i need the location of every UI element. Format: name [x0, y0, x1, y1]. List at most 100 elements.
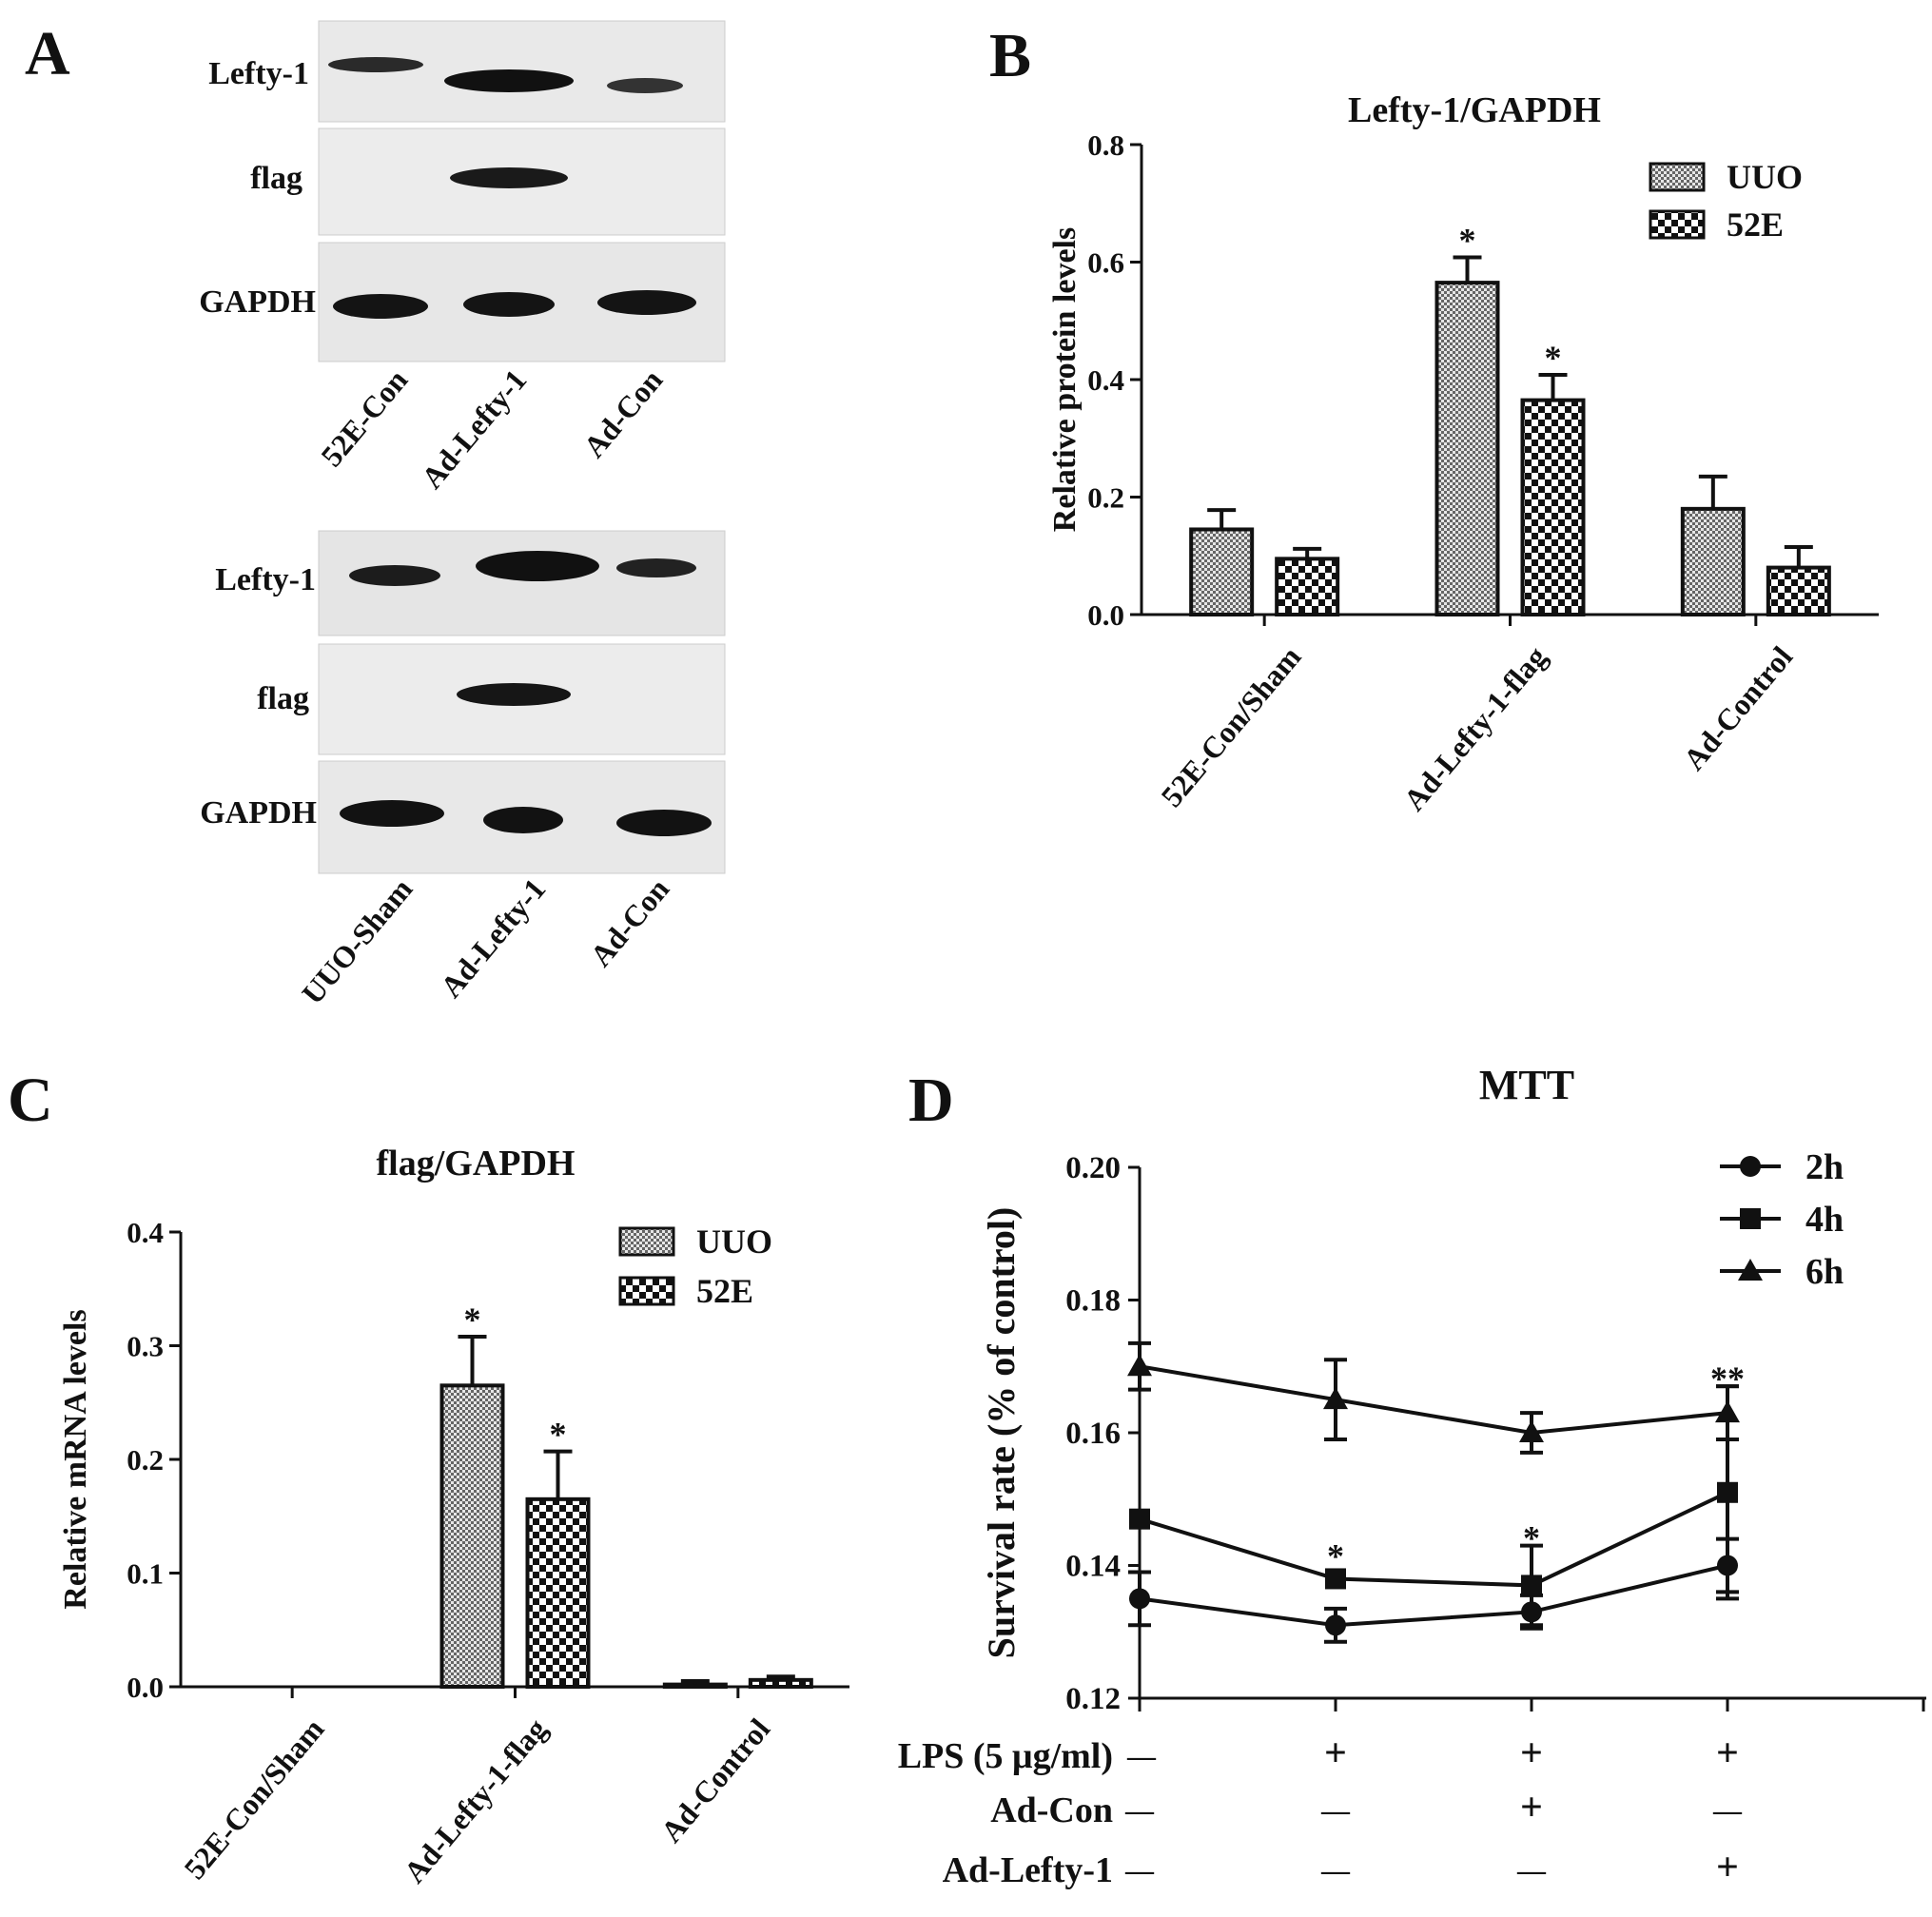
blot1-label-flag: flag: [250, 161, 302, 196]
panel-c-bar-chart: 0.0 0.1 0.2 0.3 0.4 flag/GAPDH Relative mRNA l…: [58, 1144, 849, 1889]
panel-b-bar-chart: 0.0 0.2 0.4 0.6 0.8 Lefty-1/GAPDH Relative pro…: [1047, 90, 1879, 817]
chart-b-significance-star: *: [1545, 339, 1562, 377]
chart-c-title: flag/GAPDH: [377, 1144, 576, 1183]
chart-d-y-axis-label: Survival rate (% of control): [980, 1207, 1023, 1659]
panel-d-treatment-table: LPS (5 μg/ml) — + + + Ad-Con — — + — Ad-Lefty-1 — — —…: [898, 1731, 1743, 1890]
blot1-lane-label-3: Ad-Con: [576, 362, 669, 463]
chart-c-bar: [525, 1496, 591, 1689]
chart-d-legend-label: 6h: [1805, 1252, 1844, 1292]
treatment-mark: +: [1716, 1731, 1739, 1775]
panel-letter-c: C: [8, 1066, 53, 1135]
chart-c-y-tick-label: 0.4: [127, 1216, 164, 1249]
blot1-band-flag-lane2: [450, 167, 568, 188]
blot1-band-gapdh-lane3: [597, 290, 696, 315]
blot2-lane-label-2: Ad-Lefty-1: [434, 871, 553, 1004]
chart-c-legend-label: UUO: [696, 1223, 772, 1261]
blot2-label-flag: flag: [257, 681, 309, 716]
chart-d-point-4h: [1325, 1568, 1346, 1590]
chart-c-y-tick-label: 0.0: [127, 1671, 164, 1704]
blot1-label-lefty1: Lefty-1: [208, 56, 309, 91]
blot1-label-gapdh: GAPDH: [199, 284, 316, 320]
blot2-band-gapdh-lane2: [483, 807, 563, 833]
chart-d-point-2h: [1129, 1588, 1150, 1610]
blot2-lane-label-1: UUO-Sham: [295, 871, 420, 1010]
chart-c-y-tick-label: 0.3: [127, 1330, 164, 1363]
blot2-band-flag-lane2: [457, 683, 571, 706]
chart-d-point-6h: [1127, 1354, 1152, 1377]
blot2-label-lefty1: Lefty-1: [215, 562, 316, 597]
blot1-lane-label-2: Ad-Lefty-1: [415, 362, 534, 495]
chart-d-legend-marker: [1740, 1208, 1761, 1229]
treatment-mark: +: [1520, 1731, 1543, 1775]
chart-d-y-tick-label: 0.14: [1065, 1550, 1121, 1584]
chart-b-category-label: Ad-Control: [1676, 639, 1799, 776]
blot2-lane-label-3: Ad-Con: [583, 871, 675, 972]
chart-d-point-4h: [1521, 1575, 1542, 1596]
treatment-row-label: LPS (5 μg/ml): [898, 1736, 1113, 1776]
chart-d-y-tick-label: 0.18: [1065, 1284, 1121, 1319]
chart-c-bar: [439, 1383, 505, 1689]
treatment-mark: —: [1320, 1795, 1351, 1827]
chart-b-bar: [1766, 565, 1831, 616]
chart-d-y-tick-label: 0.16: [1065, 1417, 1121, 1451]
blot2-label-gapdh: GAPDH: [200, 795, 317, 831]
treatment-row-label: Ad-Lefty-1: [943, 1850, 1113, 1890]
chart-d-series-line-2h: [1139, 1563, 1728, 1628]
chart-d-significance-star: **: [1710, 1360, 1745, 1398]
chart-b-y-tick-label: 0.6: [1087, 246, 1124, 280]
chart-c-category-label: Ad-Lefty-1-flag: [397, 1712, 554, 1889]
chart-c-y-tick-label: 0.1: [127, 1557, 164, 1591]
chart-c-legend-swatch: [618, 1226, 675, 1257]
chart-b-y-tick-label: 0.8: [1087, 128, 1124, 162]
blot2-band-lefty1-lane2: [476, 551, 599, 581]
chart-d-series-line-6h: [1139, 1364, 1728, 1436]
chart-b-bar: [1680, 506, 1746, 616]
blot2-band-lefty1-lane3: [616, 558, 696, 577]
chart-c-significance-star: *: [464, 1301, 481, 1339]
chart-b-y-tick-label: 0.4: [1087, 363, 1124, 397]
treatment-mark: —: [1126, 1741, 1157, 1772]
chart-d-point-4h: [1717, 1481, 1738, 1503]
treatment-mark: +: [1324, 1731, 1347, 1775]
chart-b-bar: [1189, 527, 1255, 617]
chart-d-significance-star: *: [1327, 1536, 1344, 1575]
blot1-band-lefty1-lane2: [444, 69, 574, 92]
chart-b-title: Lefty-1/GAPDH: [1348, 90, 1601, 130]
chart-b-bar: [1434, 281, 1500, 616]
chart-d-legend-marker: [1738, 1259, 1763, 1281]
panel-letter-a: A: [25, 19, 70, 88]
chart-b-legend-label: UUO: [1727, 158, 1803, 196]
chart-d-legend-label: 2h: [1805, 1147, 1844, 1187]
treatment-mark: —: [1124, 1855, 1155, 1887]
chart-b-significance-star: *: [1459, 222, 1476, 260]
chart-d-point-6h: [1323, 1387, 1348, 1410]
chart-d-y-tick-label: 0.12: [1065, 1682, 1121, 1716]
treatment-mark: +: [1716, 1846, 1739, 1889]
chart-b-bar: [1520, 398, 1586, 616]
chart-c-y-tick-label: 0.2: [127, 1443, 164, 1477]
chart-b-legend-swatch: [1649, 162, 1706, 192]
chart-b-y-tick-label: 0.2: [1087, 481, 1124, 515]
chart-b-bar: [1275, 557, 1340, 617]
chart-b-category-label: 52E-Con/Sham: [1154, 639, 1308, 813]
chart-d-significance-star: *: [1523, 1519, 1540, 1557]
treatment-mark: —: [1712, 1795, 1743, 1827]
blot1-band-gapdh-lane2: [463, 292, 555, 317]
chart-c-significance-star: *: [550, 1416, 567, 1454]
chart-c-y-axis-label: Relative mRNA levels: [58, 1309, 93, 1609]
chart-b-y-tick-label: 0.0: [1087, 598, 1124, 632]
chart-d-y-tick-label: 0.20: [1065, 1151, 1121, 1185]
blot1-lane-label-1: 52E-Con: [314, 362, 414, 473]
blot1-band-lefty1-lane3: [607, 78, 683, 93]
chart-c-category-label: 52E-Con/Sham: [177, 1712, 331, 1886]
treatment-mark: —: [1124, 1795, 1155, 1827]
chart-d-point-6h: [1715, 1400, 1740, 1423]
treatment-mark: +: [1520, 1786, 1543, 1829]
chart-c-legend-label: 52E: [696, 1272, 753, 1310]
chart-c-bar: [748, 1677, 813, 1689]
treatment-mark: —: [1516, 1855, 1547, 1887]
treatment-row-label: Ad-Con: [990, 1790, 1113, 1830]
treatment-mark: —: [1320, 1855, 1351, 1887]
